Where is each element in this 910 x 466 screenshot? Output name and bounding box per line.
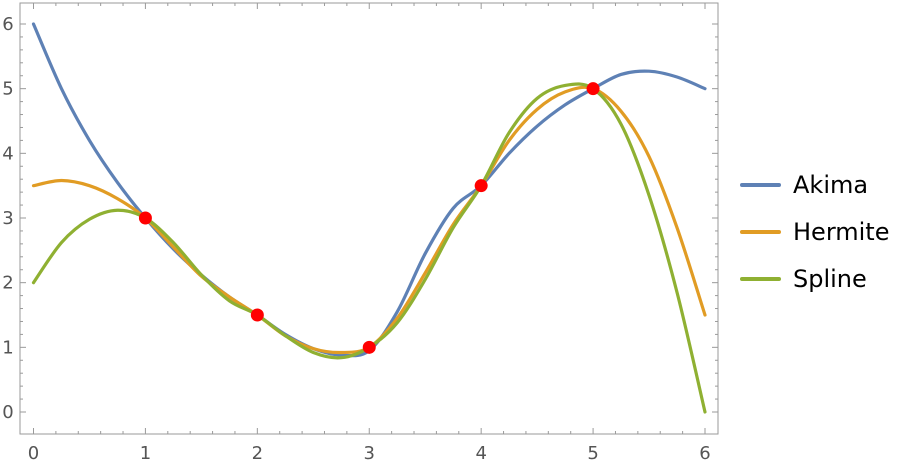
axis-ticks <box>20 3 718 434</box>
data-point <box>474 179 488 193</box>
y-tick-label: 0 <box>2 402 13 423</box>
legend-item-akima: Akima <box>740 171 868 199</box>
data-points <box>138 82 600 354</box>
x-tick-label: 0 <box>28 443 39 464</box>
legend-label: Akima <box>793 171 868 199</box>
y-tick-label: 2 <box>2 273 13 294</box>
tick-labels: 0 1 2 3 4 5 6 0 1 2 3 4 5 6 <box>2 14 710 464</box>
series-line-spline <box>31 82 707 414</box>
series-line-hermite <box>31 85 707 355</box>
plot-frame <box>19 2 719 435</box>
data-point <box>138 211 152 225</box>
y-tick-label: 1 <box>2 337 13 358</box>
series-line-akima <box>31 22 707 358</box>
y-tick-label: 4 <box>2 143 13 164</box>
x-tick-label: 4 <box>475 443 486 464</box>
legend-item-spline: Spline <box>740 265 867 293</box>
y-tick-label: 3 <box>2 208 13 229</box>
legend-item-hermite: Hermite <box>740 218 889 246</box>
data-point <box>362 340 376 354</box>
plot-border <box>19 2 719 435</box>
data-point <box>586 82 600 96</box>
x-tick-label: 1 <box>140 443 151 464</box>
x-tick-label: 5 <box>587 443 598 464</box>
y-tick-label: 6 <box>2 14 13 35</box>
legend-label: Spline <box>793 265 867 293</box>
legend: Akima Hermite Spline <box>740 171 889 293</box>
x-tick-label: 3 <box>364 443 375 464</box>
legend-label: Hermite <box>793 218 889 246</box>
y-tick-label: 5 <box>2 79 13 100</box>
x-tick-label: 2 <box>252 443 263 464</box>
x-tick-label: 6 <box>699 443 710 464</box>
data-point <box>250 308 264 322</box>
